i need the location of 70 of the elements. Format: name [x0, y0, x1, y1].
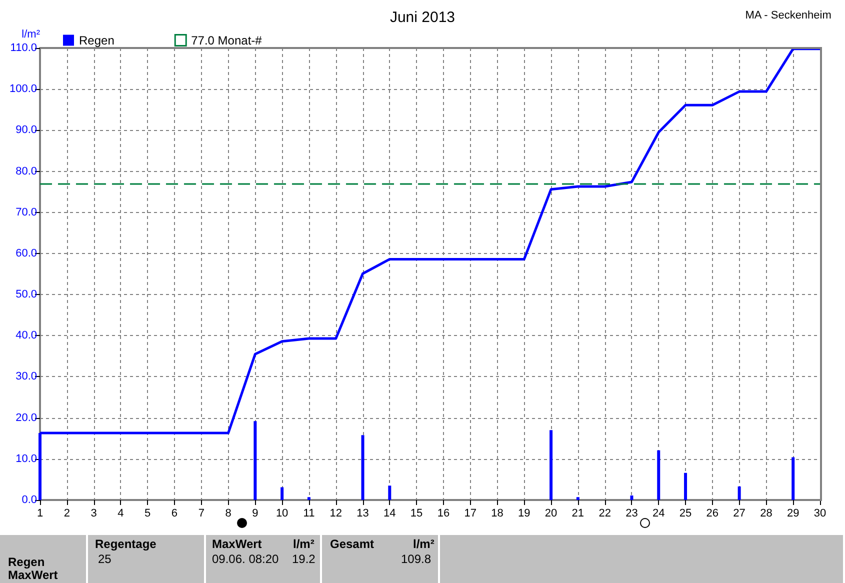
bar: [738, 486, 741, 500]
x-tick-label: 13: [356, 508, 369, 520]
x-tick-label: 19: [518, 508, 530, 520]
bar: [684, 472, 688, 500]
x-tick-label: 21: [572, 508, 584, 520]
x-tick-label: 22: [598, 508, 611, 520]
text: l/m²: [413, 537, 434, 551]
x-tick-label: 10: [276, 508, 288, 520]
y-tick-label: 70.0: [16, 206, 37, 218]
y-tick-label: 60.0: [16, 247, 37, 260]
bar: [550, 430, 553, 500]
chart-subtitle: MA - Seckenheim: [745, 10, 832, 22]
bar: [657, 450, 660, 500]
x-tick-label: 12: [330, 508, 342, 520]
x-tick-label: 1: [36, 508, 44, 520]
text: MaxWert: [8, 568, 58, 582]
x-tick-label: 14: [384, 508, 396, 520]
y-tick-label: 100.0: [9, 83, 37, 96]
x-tick-label: 27: [733, 508, 746, 520]
x-tick-label: 3: [90, 508, 97, 520]
y-tick-label: 50.0: [16, 288, 37, 301]
x-tick-label: 30: [814, 508, 826, 520]
bar: [792, 457, 795, 500]
y-axis-title: l/m²: [22, 28, 40, 40]
text: Gesamt: [330, 537, 374, 551]
legend-label: 77.0 Monat-#: [191, 33, 262, 48]
x-tick-label: 6: [171, 508, 178, 520]
y-tick-label: 80.0: [16, 165, 37, 178]
x-tick-label: 17: [464, 508, 476, 520]
x-tick-label: 2: [64, 508, 70, 520]
y-tick-label: 110.0: [10, 42, 37, 54]
x-tick-label: 18: [491, 508, 504, 520]
text: 09.06. 08:20: [212, 552, 279, 566]
x-tick-label: 15: [410, 508, 423, 520]
bar: [307, 497, 310, 500]
x-tick-label: 28: [760, 508, 772, 520]
x-tick-label: 16: [437, 508, 450, 520]
bar: [388, 486, 392, 500]
bar: [630, 495, 634, 500]
chart-title: Juni 2013: [390, 9, 456, 26]
legend-label: Regen: [79, 33, 114, 48]
text: l/m²: [293, 537, 314, 551]
bar: [254, 421, 257, 500]
x-tick-label: 23: [626, 508, 638, 520]
y-tick-label: 40.0: [16, 330, 37, 342]
text: 25: [98, 552, 112, 566]
text: Regen: [8, 555, 45, 569]
x-tick-label: 9: [252, 508, 258, 520]
x-tick-label: 4: [118, 508, 124, 520]
bar: [280, 487, 284, 500]
text: 109.8: [401, 552, 432, 566]
y-tick-label: 10.0: [16, 452, 37, 465]
y-tick-label: 20.0: [16, 412, 37, 424]
y-tick-label: 30.0: [16, 370, 37, 383]
x-tick-label: 8: [225, 508, 232, 520]
x-tick-label: 25: [679, 508, 692, 520]
x-tick-label: 11: [303, 508, 315, 520]
x-tick-label: 24: [652, 508, 665, 520]
text: MaxWert: [212, 537, 262, 551]
bar: [361, 435, 364, 500]
text: Regentage: [95, 537, 156, 551]
text: 19.2: [292, 552, 316, 566]
x-tick-label: 20: [544, 508, 558, 520]
x-tick-label: 5: [144, 508, 151, 520]
y-tick-label: 0.0: [22, 494, 37, 506]
bar: [576, 497, 580, 500]
x-tick-label: 7: [198, 508, 204, 520]
y-tick-label: 90.0: [16, 124, 37, 136]
x-tick-label: 26: [706, 508, 719, 520]
x-tick-label: 29: [786, 508, 800, 520]
